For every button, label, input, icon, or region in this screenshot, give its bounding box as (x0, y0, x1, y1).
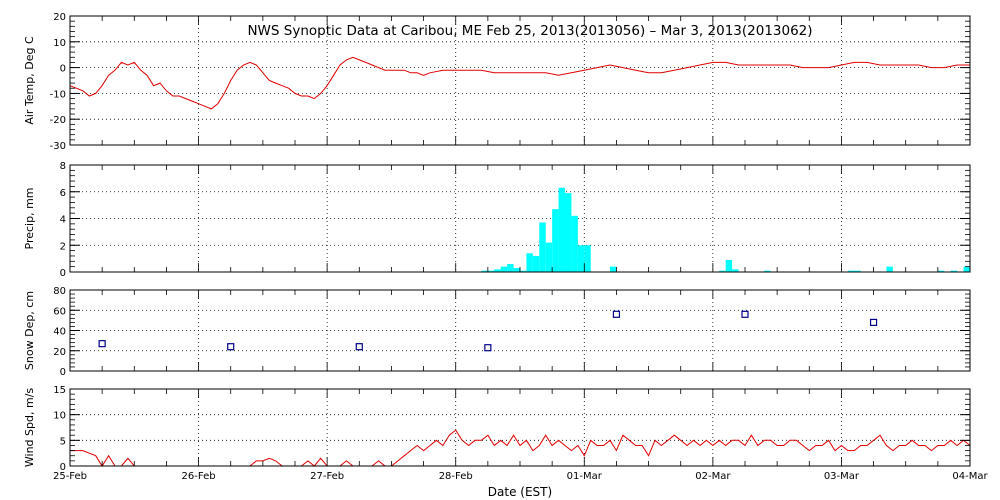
x-tick-label: 28-Feb (439, 471, 473, 482)
y-tick-label: 0 (60, 367, 66, 378)
precip-bar (764, 270, 771, 272)
precip-bar (584, 245, 591, 272)
precip-bar (732, 269, 739, 272)
precip-bar (577, 245, 585, 272)
snow-depth-point (227, 343, 235, 351)
y-tick-label: 10 (53, 411, 66, 422)
snow-depth-panel: 80 60 40 20 0 Snow Dep, cm (23, 286, 971, 378)
axis-frame (69, 388, 971, 467)
y-tick-label: 40 (53, 327, 66, 338)
precip-bar (526, 253, 533, 272)
precip-bar (532, 255, 540, 272)
series-line (69, 56, 970, 110)
chart-title: NWS Synoptic Data at Caribou, ME Feb 25,… (247, 23, 812, 39)
y-tick-label: 0 (60, 64, 66, 75)
series-line (70, 429, 971, 467)
y-tick-label: 20 (53, 347, 66, 358)
y-axis-label: Air Temp, Deg C (23, 36, 36, 125)
precip-bar (571, 215, 578, 272)
precip-bar (725, 259, 733, 272)
y-tick-label: 2 (60, 241, 66, 252)
precip-bar (487, 270, 495, 272)
precip-bar (552, 209, 559, 272)
precip-bar (847, 270, 855, 272)
precip-bar (481, 270, 488, 272)
snow-depth-point (355, 343, 363, 351)
precip-bar (558, 187, 565, 272)
precip-bar (719, 270, 726, 272)
y-tick-label: 8 (60, 161, 66, 172)
x-tick-label: 27-Feb (310, 471, 344, 482)
y-tick-label: 60 (53, 306, 66, 317)
y-tick-label: -20 (50, 115, 66, 126)
y-tick-label: 6 (60, 188, 66, 199)
air-temp-panel: 20 10 0 -10 -20 -30 Air Temp, Deg C (23, 12, 971, 152)
y-tick-label: 0 (60, 462, 66, 473)
y-axis-label: Wind Spd, m/s (23, 388, 36, 468)
x-tick-label: 25-Feb (53, 471, 87, 482)
precip-bar (854, 270, 861, 272)
y-axis-label: Precip, mm (23, 188, 36, 250)
x-tick-label: 03-Mar (824, 471, 860, 482)
precip-bar (565, 193, 572, 272)
y-tick-label: 4 (60, 215, 66, 226)
precip-bar (494, 269, 501, 272)
wind-speed-panel: 15 10 5 0 Wind Spd, m/s (23, 385, 971, 473)
precip-bar (610, 266, 617, 272)
precip-bar (520, 270, 527, 272)
precip-bar (963, 266, 970, 272)
x-axis-label: Date (EST) (488, 485, 552, 499)
snow-depth-point (869, 318, 878, 326)
y-tick-label: 10 (53, 38, 66, 49)
precip-bar (937, 270, 945, 272)
precip-bar (886, 266, 893, 272)
x-tick-label: 26-Feb (182, 471, 216, 482)
x-tick-label: 01-Mar (567, 471, 603, 482)
snow-depth-point (612, 310, 621, 318)
precip-bar (513, 267, 520, 272)
y-tick-label: 20 (53, 12, 66, 23)
y-tick-label: -30 (50, 141, 66, 152)
precip-bar (539, 222, 546, 272)
y-tick-label: 80 (53, 286, 66, 297)
snow-depth-point (741, 310, 749, 318)
precip-bar (950, 270, 958, 272)
y-axis-label: Snow Dep, cm (23, 291, 36, 370)
precip-bar (507, 263, 514, 272)
x-tick-label: 04-Mar (952, 471, 988, 482)
y-tick-label: 15 (53, 385, 66, 396)
snow-depth-point (98, 340, 106, 348)
y-tick-label: -10 (50, 89, 66, 100)
y-tick-label: 0 (60, 268, 66, 279)
y-tick-label: 5 (60, 436, 66, 447)
precip-bar (545, 242, 553, 272)
snow-depth-point (484, 344, 492, 352)
x-tick-label: 02-Mar (695, 471, 731, 482)
precip-bar (500, 266, 508, 272)
precip-panel: 8 6 4 2 0 Precip, mm (23, 161, 971, 279)
